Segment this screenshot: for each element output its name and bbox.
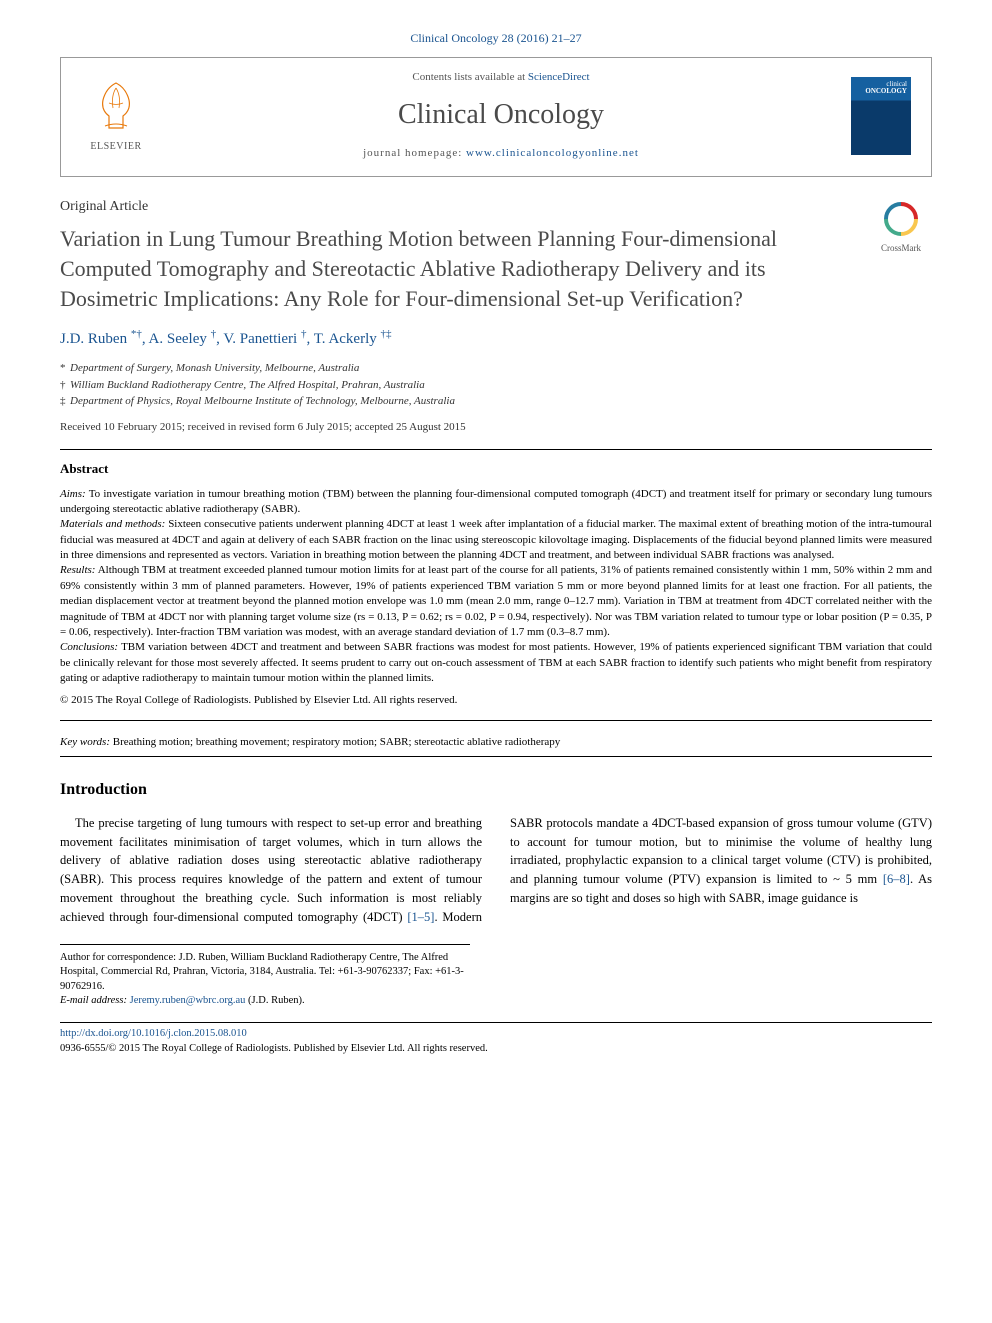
- elsevier-tree-icon: [91, 78, 141, 133]
- affiliations: *Department of Surgery, Monash Universit…: [60, 360, 932, 410]
- article-dates: Received 10 February 2015; received in r…: [60, 420, 932, 435]
- author-1-marks: *†: [131, 328, 142, 340]
- keywords-label: Key words:: [60, 736, 110, 748]
- aff-1-text: Department of Surgery, Monash University…: [70, 362, 359, 374]
- abstract-conclusions-label: Conclusions:: [60, 641, 118, 653]
- journal-homepage: journal homepage: www.clinicaloncologyon…: [151, 146, 851, 161]
- citation-link-6-8[interactable]: [6–8]: [883, 872, 910, 886]
- cover-label-bottom: ONCOLOGY: [865, 88, 907, 95]
- article-title: Variation in Lung Tumour Breathing Motio…: [60, 224, 932, 313]
- citation-link-1-5[interactable]: [1–5]: [407, 910, 434, 924]
- correspondence-footer: Author for correspondence: J.D. Ruben, W…: [60, 944, 470, 1008]
- header-citation: Clinical Oncology 28 (2016) 21–27: [60, 30, 932, 47]
- crossmark-badge[interactable]: CrossMark: [870, 201, 932, 255]
- aff-2-symbol: †: [60, 377, 70, 394]
- journal-cover-thumbnail[interactable]: clinical ONCOLOGY: [851, 77, 911, 155]
- correspondence-text: Author for correspondence: J.D. Ruben, W…: [60, 951, 470, 994]
- aff-3-text: Department of Physics, Royal Melbourne I…: [70, 395, 455, 407]
- article-type: Original Article: [60, 197, 932, 217]
- rule-below-keywords: [60, 756, 932, 757]
- author-4-marks: †‡: [381, 328, 392, 340]
- authors-list: J.D. Ruben *†, A. Seeley †, V. Panettier…: [60, 327, 932, 350]
- keywords: Key words: Breathing motion; breathing m…: [60, 735, 932, 750]
- journal-title: Clinical Oncology: [151, 95, 851, 134]
- author-1[interactable]: J.D. Ruben: [60, 331, 131, 347]
- email-suffix: (J.D. Ruben).: [245, 995, 304, 1006]
- issn-copyright: 0936-6555/© 2015 The Royal College of Ra…: [60, 1043, 488, 1054]
- aff-2-text: William Buckland Radiotherapy Centre, Th…: [70, 379, 425, 391]
- abstract-aims: To investigate variation in tumour breat…: [60, 488, 932, 515]
- crossmark-label: CrossMark: [881, 243, 921, 253]
- homepage-prefix: journal homepage:: [363, 147, 466, 159]
- abstract-methods-label: Materials and methods:: [60, 518, 165, 530]
- rule-below-abstract: [60, 720, 932, 721]
- sciencedirect-link[interactable]: ScienceDirect: [528, 71, 590, 83]
- abstract-results-label: Results:: [60, 564, 95, 576]
- author-3[interactable]: V. Panettieri: [223, 331, 301, 347]
- abstract-heading: Abstract: [60, 460, 932, 478]
- abstract-results: Although TBM at treatment exceeded plann…: [60, 564, 932, 638]
- introduction-body: The precise targeting of lung tumours wi…: [60, 814, 932, 927]
- page-footer: http://dx.doi.org/10.1016/j.clon.2015.08…: [60, 1022, 932, 1056]
- intro-text-1c: . Modern SABR protocols mandate a 4DCT-b…: [434, 816, 932, 924]
- elsevier-logo[interactable]: ELSEVIER: [81, 78, 151, 154]
- author-2[interactable]: A. Seeley: [149, 331, 211, 347]
- author-3-marks: †: [301, 328, 307, 340]
- abstract-aims-label: Aims:: [60, 488, 86, 500]
- author-4[interactable]: T. Ackerly: [314, 331, 381, 347]
- crossmark-icon: [883, 201, 919, 237]
- abstract-body: Aims: To investigate variation in tumour…: [60, 487, 932, 708]
- journal-header-box: ELSEVIER Contents lists available at Sci…: [60, 57, 932, 177]
- homepage-link[interactable]: www.clinicaloncologyonline.net: [466, 147, 639, 159]
- header-center: Contents lists available at ScienceDirec…: [151, 70, 851, 162]
- author-2-marks: †: [211, 328, 217, 340]
- abstract-methods: Sixteen consecutive patients underwent p…: [60, 518, 932, 561]
- aff-1-symbol: *: [60, 360, 70, 377]
- keywords-text: Breathing motion; breathing movement; re…: [110, 736, 560, 748]
- elsevier-name: ELSEVIER: [81, 140, 151, 154]
- doi-link[interactable]: http://dx.doi.org/10.1016/j.clon.2015.08…: [60, 1028, 247, 1039]
- abstract-copyright: © 2015 The Royal College of Radiologists…: [60, 693, 932, 708]
- email-label: E-mail address:: [60, 995, 130, 1006]
- contents-prefix: Contents lists available at: [412, 71, 527, 83]
- contents-line: Contents lists available at ScienceDirec…: [151, 70, 851, 85]
- aff-3-symbol: ‡: [60, 393, 70, 410]
- section-heading-introduction: Introduction: [60, 779, 932, 801]
- rule-above-abstract: [60, 449, 932, 450]
- correspondence-email-link[interactable]: Jeremy.ruben@wbrc.org.au: [130, 995, 246, 1006]
- abstract-conclusions: TBM variation between 4DCT and treatment…: [60, 641, 932, 684]
